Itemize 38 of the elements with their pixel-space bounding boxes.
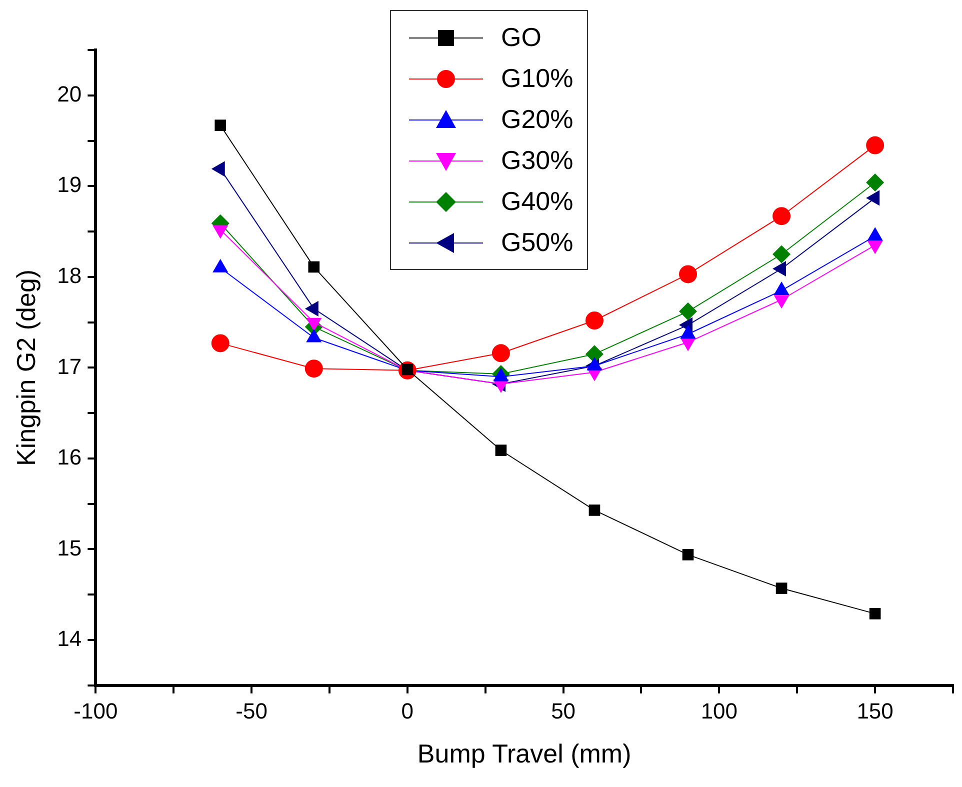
y-tick-label: 20 (57, 81, 82, 106)
point (866, 174, 884, 192)
legend-label: GO (501, 22, 542, 53)
x-tick-label: 100 (700, 698, 738, 724)
y-tick-label: 14 (57, 626, 82, 652)
x-tick-label: -50 (236, 698, 268, 724)
point (304, 360, 323, 378)
y-tick-label: 17 (57, 354, 82, 379)
x-tick-label: 50 (551, 698, 576, 724)
x-tick-label: 150 (856, 698, 894, 724)
point (308, 261, 320, 273)
x-tick-label: 0 (401, 698, 414, 724)
x-axis-title: Bump Travel (mm) (417, 738, 632, 769)
y-tick-label: 19 (57, 172, 82, 198)
y-tick-label: 16 (57, 444, 82, 470)
legend-label: G50% (501, 227, 574, 258)
point (682, 549, 694, 560)
point (679, 265, 698, 284)
point (869, 608, 881, 620)
point (492, 344, 510, 362)
point (585, 312, 604, 330)
y-tick-label: 15 (57, 535, 82, 560)
x-tick-label: -100 (74, 698, 118, 724)
point (679, 302, 698, 320)
y-axis-title: Kingpin G2 (deg) (10, 269, 41, 466)
point (772, 245, 791, 264)
point (588, 504, 600, 516)
point (495, 444, 507, 456)
point (211, 334, 230, 352)
point (776, 582, 788, 594)
legend-label: G40% (501, 186, 574, 217)
legend-label: G10% (501, 63, 574, 94)
legend-label: G20% (501, 104, 574, 135)
point (866, 136, 884, 154)
point (214, 120, 226, 131)
y-tick-label: 18 (57, 262, 82, 288)
legend-label: G30% (501, 145, 574, 176)
point (772, 207, 791, 226)
